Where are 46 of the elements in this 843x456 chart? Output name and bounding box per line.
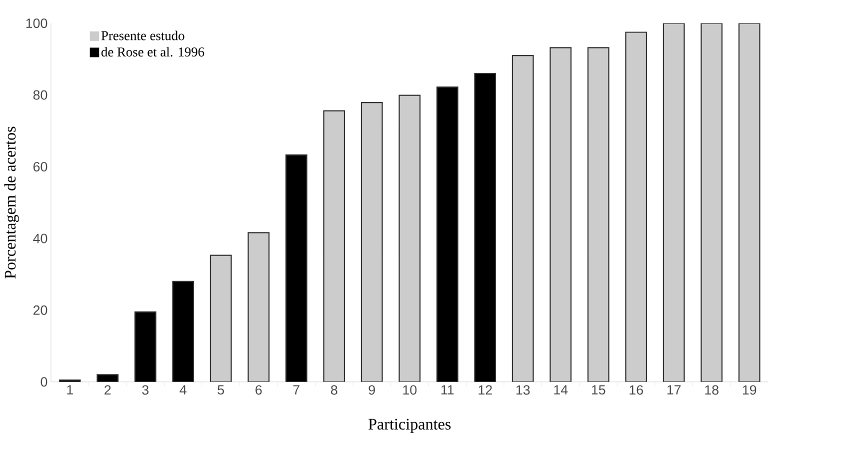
bar (210, 254, 232, 382)
bar (512, 54, 534, 382)
x-tick-label: 16 (630, 384, 643, 394)
x-tick-label: 7 (293, 384, 300, 394)
x-tick-label: 18 (705, 384, 718, 394)
bar (700, 23, 723, 382)
x-tick-label: 5 (218, 384, 224, 394)
x-tick-label: 19 (742, 384, 756, 394)
x-tick-label: 17 (667, 384, 681, 394)
bar (360, 102, 383, 382)
y-tick-label: 60 (33, 162, 48, 172)
bar (285, 154, 308, 382)
bar (436, 86, 458, 382)
x-tick-label: 1 (67, 384, 73, 394)
x-tick-label: 12 (478, 384, 492, 394)
x-tick-label: 13 (516, 384, 530, 394)
y-tick-label: 100 (26, 18, 48, 28)
y-tick-label: 20 (33, 305, 48, 315)
x-tick-label: 2 (104, 384, 111, 394)
x-tick-label: 15 (592, 384, 606, 394)
x-tick-label: 6 (256, 384, 262, 394)
bar (172, 280, 194, 382)
y-tick-label: 40 (33, 234, 48, 243)
bar (134, 311, 156, 382)
bar (398, 94, 421, 382)
legend-label: de Rose et al. 1996 (101, 46, 204, 56)
x-tick-label: 9 (368, 384, 375, 394)
bar (550, 46, 572, 382)
x-tick-label: 14 (554, 384, 568, 394)
x-tick-label: 10 (403, 384, 417, 394)
bar (662, 23, 685, 382)
bar (248, 232, 270, 382)
y-axis-title: Porcentagem de acertos (4, 126, 19, 278)
x-tick-label: 11 (441, 384, 454, 394)
bar (738, 23, 760, 382)
x-tick-label: 8 (330, 384, 338, 394)
x-tick-label: 4 (180, 384, 186, 394)
y-tick-label: 0 (40, 376, 48, 386)
bar (474, 72, 496, 382)
bar (587, 46, 610, 382)
x-tick-label: 3 (142, 384, 149, 394)
legend-label: Presente estudo (101, 30, 184, 40)
bar (323, 110, 346, 382)
x-axis-title: Participantes (368, 418, 451, 433)
y-tick-label: 80 (33, 90, 48, 100)
bar (625, 31, 648, 382)
